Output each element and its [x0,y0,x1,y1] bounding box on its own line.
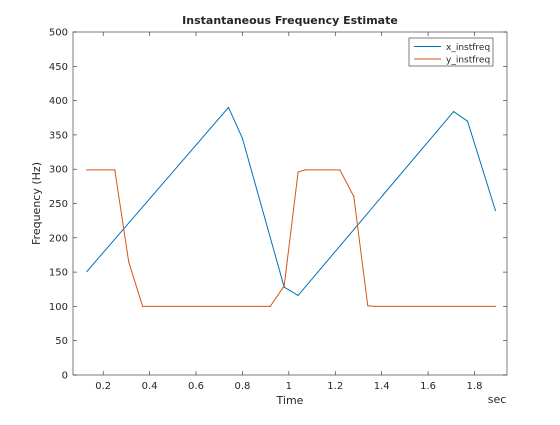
y-axis-label: Frequency (Hz) [30,162,43,245]
series-layer [86,106,496,307]
x-tick-label: 0.4 [142,381,158,392]
series-line-x-instfreq [86,106,496,296]
y-tick-label: 450 [49,62,68,73]
data-point-y-instfreq [304,169,306,171]
x-tick-label: 0.2 [95,381,111,392]
legend: x_instfreq y_instfreq [408,37,494,67]
y-tick-label: 100 [49,302,68,313]
x-tick-label: 1.4 [374,381,390,392]
x-tick-label: 1.8 [467,381,483,392]
data-point-y-instfreq [142,305,144,307]
x-axis-unit-label: sec [488,393,507,406]
legend-box [408,37,494,67]
data-point-y-instfreq [494,305,496,307]
y-tick-label: 350 [49,130,68,141]
chart-title: Instantaneous Frequency Estimate [182,14,398,27]
y-tick-label: 300 [49,165,68,176]
data-point-x-instfreq [494,209,496,211]
y-tick-label: 150 [49,268,68,279]
y-tick-label: 400 [49,96,68,107]
y-tick-label: 50 [55,336,68,347]
x-tick-label: 0.6 [188,381,204,392]
x-tick-label: 1.2 [327,381,343,392]
data-point-y-instfreq [114,169,116,171]
legend-label-x-instfreq: x_instfreq [446,43,490,53]
y-tick-label: 0 [62,371,68,382]
legend-label-y-instfreq: y_instfreq [446,56,490,66]
data-point-y-instfreq [86,169,88,171]
data-point-x-instfreq [86,270,88,273]
data-point-x-instfreq [241,137,244,139]
data-point-x-instfreq [227,106,230,109]
data-point-y-instfreq [128,261,130,263]
data-point-y-instfreq [297,171,299,173]
data-point-x-instfreq [297,294,299,297]
plot-area [73,32,507,375]
data-point-x-instfreq [466,120,469,122]
data-point-y-instfreq [374,305,376,307]
y-tick-label: 200 [49,233,68,244]
x-tick-label: 1 [286,381,292,392]
x-tick-label: 0.8 [234,381,250,392]
data-point-x-instfreq [453,110,455,113]
x-axis-label: Time [276,394,304,407]
data-point-y-instfreq [353,196,355,198]
y-tick-label: 250 [49,199,68,210]
x-tick-label: 1.6 [420,381,436,392]
data-point-y-instfreq [269,305,271,307]
data-point-y-instfreq [339,169,341,171]
axes-layer: 0.2 0.4 0.6 0.8 1 1.2 1.4 1.6 1.8 0 50 100 150 200 250… [49,28,508,392]
data-point-y-instfreq [283,285,285,287]
y-tick-label: 500 [49,28,68,39]
data-point-y-instfreq [367,305,369,307]
